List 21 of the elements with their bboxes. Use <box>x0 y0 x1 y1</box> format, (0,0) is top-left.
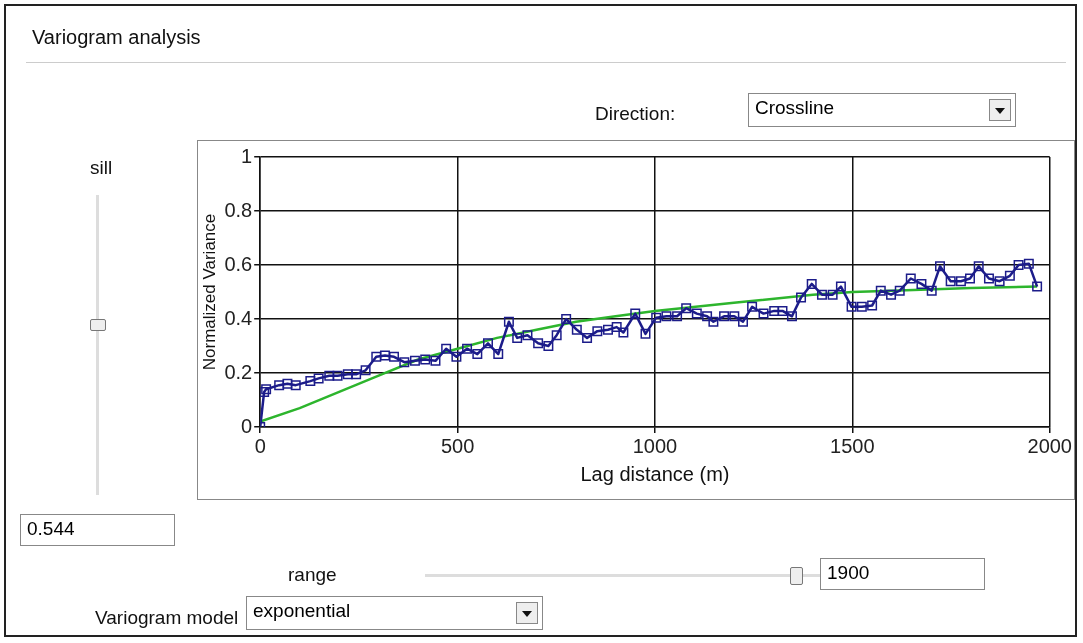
y-tick-label: 0.4 <box>224 306 253 329</box>
y-tick-label: 0 <box>241 414 253 437</box>
x-tick-label: 1500 <box>830 434 875 457</box>
x-tick-label: 2000 <box>1027 434 1072 457</box>
text: range <box>288 564 337 586</box>
text: 1900 <box>820 558 985 590</box>
text: 0.544 <box>20 514 175 546</box>
text: sill <box>90 157 113 179</box>
y-tick-label: 0.8 <box>224 198 253 221</box>
y-tick-label: 1 <box>241 144 253 167</box>
text: Direction: <box>595 103 676 125</box>
x-axis-title: Lag distance (m) <box>580 462 730 485</box>
text: Variogram model <box>95 607 239 629</box>
x-tick-label: 1000 <box>632 434 678 457</box>
x-tick-label: 500 <box>440 434 475 457</box>
y-axis-title: Normalized Variance <box>199 213 219 371</box>
y-tick-label: 0.6 <box>224 252 253 275</box>
chart-title: Variogram analysis <box>32 26 201 49</box>
text: Crossline <box>748 93 1016 127</box>
text: exponential <box>246 596 543 630</box>
y-tick-label: 0.2 <box>224 360 253 383</box>
